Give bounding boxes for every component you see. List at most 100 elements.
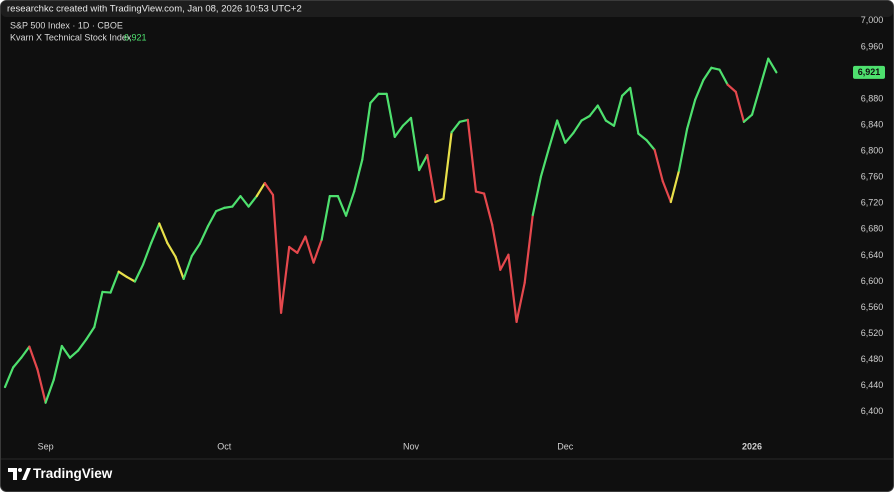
line-segment [661, 180, 672, 204]
line-segment [344, 190, 356, 217]
line-segment [288, 245, 299, 254]
line-segment [499, 253, 510, 271]
line-segment [564, 131, 575, 144]
line-segment [653, 148, 664, 183]
line-segment [353, 158, 364, 193]
line-segment [76, 338, 88, 352]
line-segment [482, 192, 494, 226]
line-segment [101, 290, 112, 294]
line-segment [547, 119, 559, 150]
legend-value: 6,921 [124, 32, 147, 42]
top-bar [1, 1, 893, 17]
line-segment [133, 263, 145, 283]
line-segment [604, 119, 616, 127]
line-segment [718, 68, 729, 86]
line-segment [60, 344, 72, 359]
subtitle: S&P 500 Index · 1D · CBOE [10, 20, 123, 30]
line-segment [12, 356, 23, 369]
line-segment [426, 153, 437, 204]
line-segment [491, 223, 502, 271]
line-segment [750, 85, 762, 116]
y-tick-label: 6,560 [861, 302, 884, 312]
line-segment [304, 235, 315, 264]
line-segment [150, 222, 161, 245]
line-segment [215, 206, 226, 213]
line-segment [694, 79, 705, 101]
line-segment [369, 92, 380, 105]
line-segment [458, 118, 469, 123]
line-segment [621, 86, 632, 97]
line-segment [20, 345, 31, 359]
line-segment [515, 281, 526, 323]
line-segment [645, 139, 656, 151]
x-tick-label: 2026 [742, 441, 762, 451]
line-segment [442, 131, 453, 200]
y-tick-label: 6,680 [861, 224, 884, 234]
line-segment [174, 255, 185, 280]
line-segment [206, 210, 218, 228]
line-segment [710, 66, 721, 71]
line-segment [385, 92, 396, 138]
line-segment [572, 119, 583, 135]
line-segment [141, 241, 153, 266]
line-segment [418, 153, 429, 172]
line-segment [3, 366, 15, 389]
y-tick-label: 6,800 [861, 146, 884, 156]
line-segment [580, 114, 591, 122]
line-segment [685, 98, 697, 131]
line-segment [85, 325, 96, 341]
y-tick-label: 6,840 [861, 119, 884, 129]
x-tick-label: Dec [557, 441, 574, 451]
line-segment [125, 275, 137, 283]
line-segment [612, 94, 624, 127]
y-tick-label: 6,960 [861, 41, 884, 51]
price-badge-label: 6,921 [858, 67, 881, 77]
line-segment [109, 270, 120, 294]
line-segment [239, 195, 250, 208]
y-tick-label: 6,880 [861, 93, 884, 103]
line-segment [68, 349, 80, 359]
line-segment [474, 190, 486, 195]
line-segment [409, 116, 421, 172]
y-tick-label: 6,440 [861, 380, 884, 390]
line-segment [759, 57, 770, 88]
y-tick-label: 6,720 [861, 198, 884, 208]
line-segment [507, 253, 518, 323]
line-segment [588, 104, 599, 118]
line-segment [434, 197, 445, 204]
line-segment [702, 66, 713, 82]
line-segment [629, 86, 640, 135]
line-segment [198, 225, 210, 245]
line-segment [312, 238, 323, 264]
line-segment [190, 242, 201, 258]
line-segment [36, 368, 47, 404]
line-segment [279, 245, 291, 314]
line-segment [401, 116, 413, 127]
line-segment [28, 345, 39, 371]
line-segment [539, 146, 551, 178]
line-segment [231, 195, 242, 208]
y-tick-label: 6,600 [861, 276, 884, 286]
line-segment [669, 169, 681, 204]
y-tick-label: 6,760 [861, 172, 884, 182]
line-segment [117, 270, 128, 279]
line-segment [93, 290, 104, 329]
line-segment [320, 195, 331, 241]
line-segment [247, 195, 258, 208]
brand: TradingView [33, 466, 113, 481]
line-segment [361, 101, 372, 161]
line-segment [336, 195, 348, 217]
line-segment [166, 241, 177, 258]
line-segment [726, 83, 737, 93]
y-tick-label: 6,640 [861, 250, 884, 260]
line-segment [637, 132, 648, 142]
line-segment [677, 127, 689, 172]
line-segment [734, 90, 746, 123]
price-badge [853, 65, 885, 79]
line-segment [742, 113, 754, 123]
line-segment [52, 344, 63, 381]
y-tick-label: 6,520 [861, 328, 884, 338]
y-tick-label: 7,000 [861, 15, 884, 25]
